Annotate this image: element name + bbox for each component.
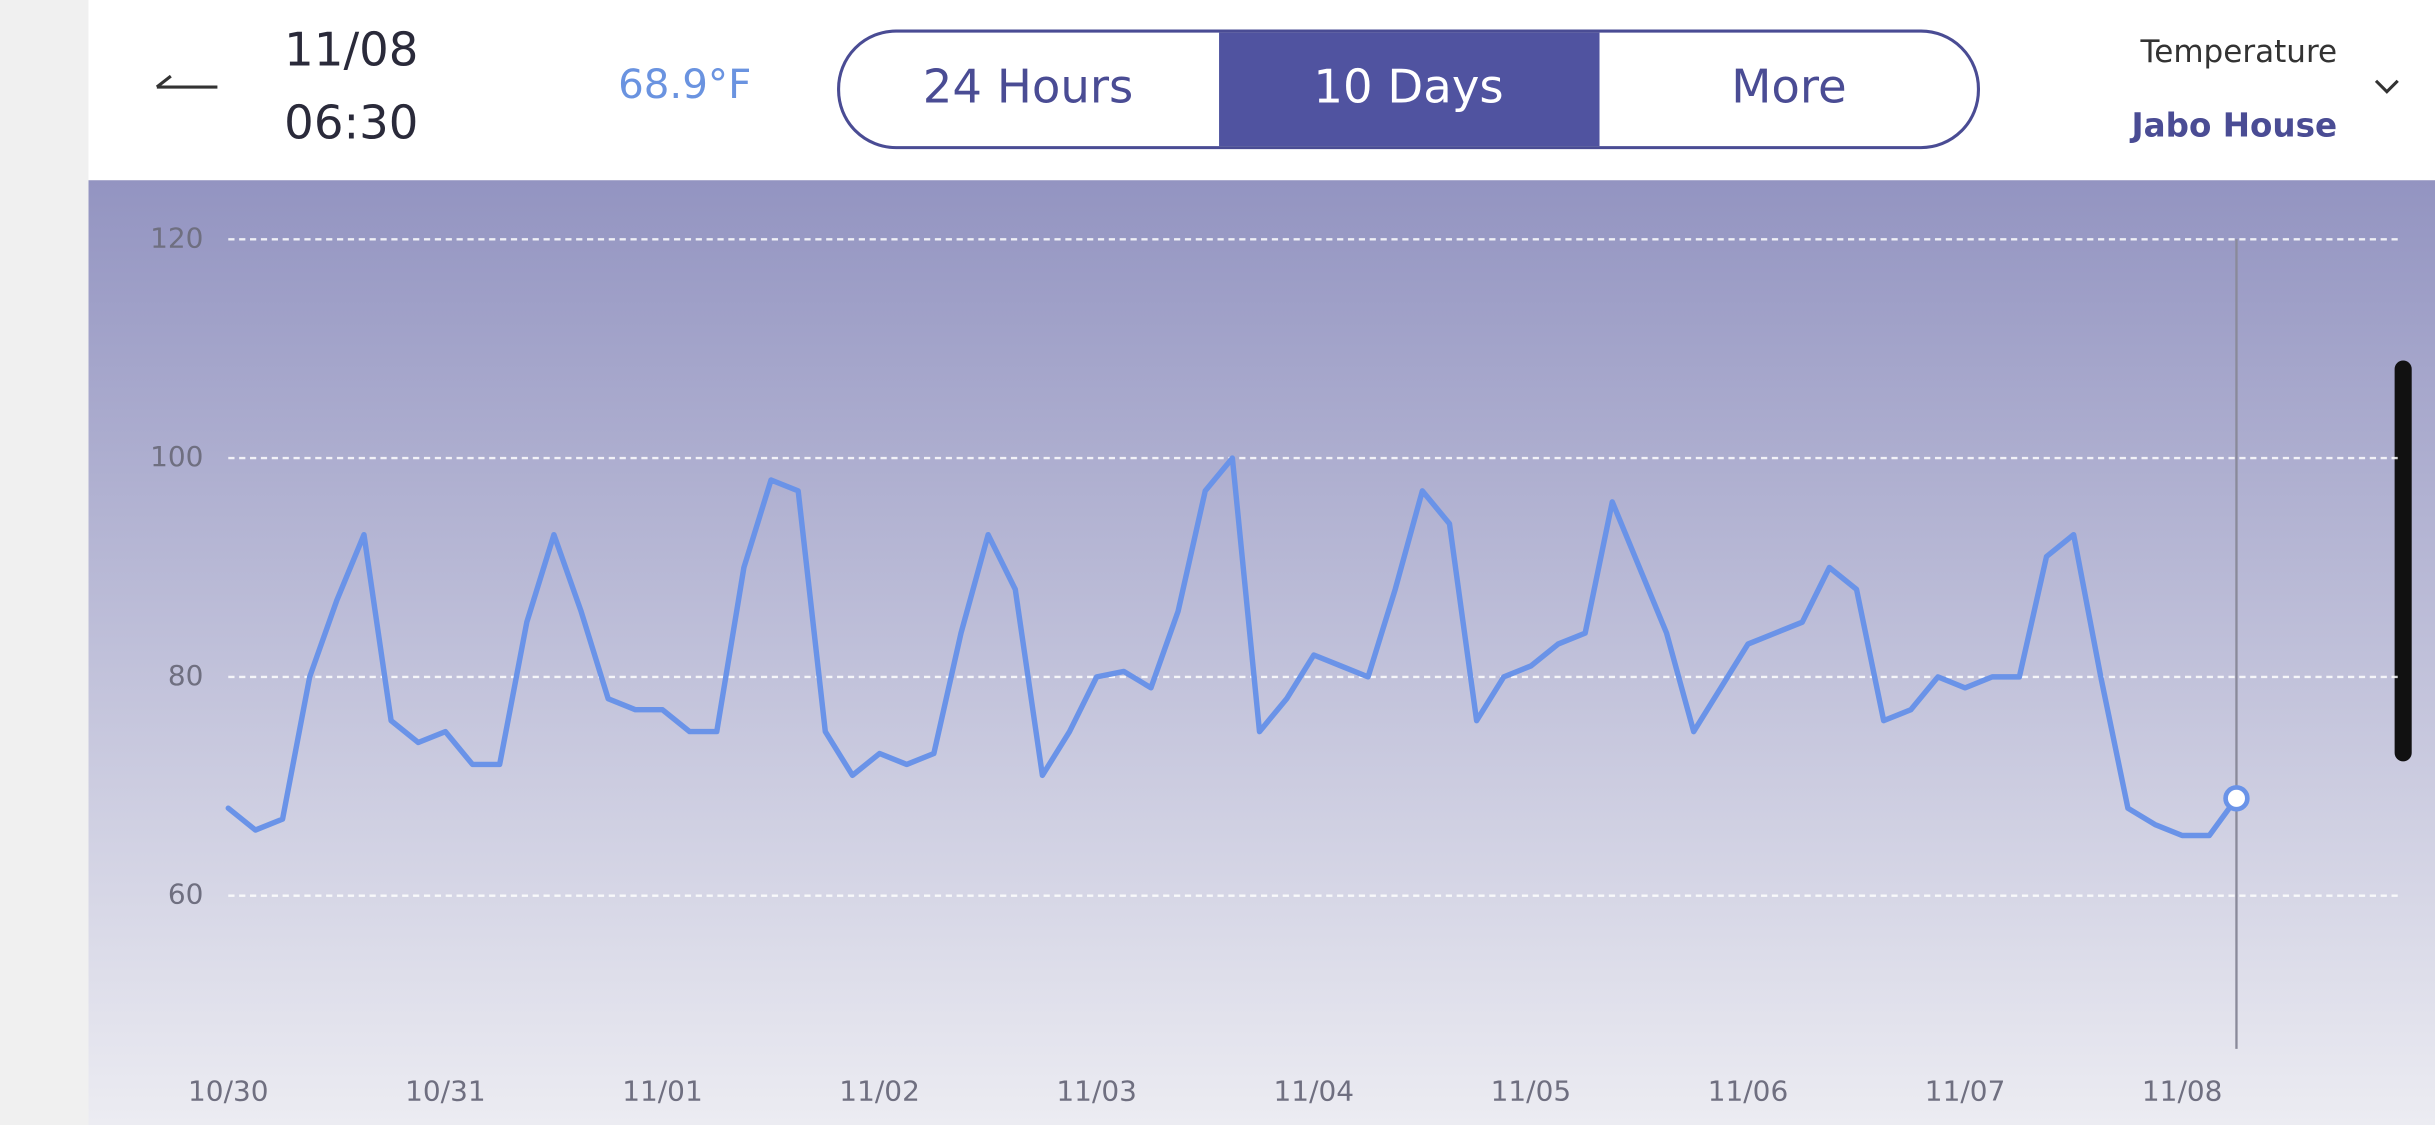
cursor-point [2223,785,2250,812]
back-button[interactable] [155,74,218,89]
location-label[interactable]: Jabo House [2130,106,2338,144]
current-reading: 68.9°F [618,61,751,108]
y-tick-label: 120 [150,221,203,254]
time: 06:30 [284,95,418,149]
tab-selected-bg [1219,32,1600,147]
range-tabs: 24 Hours 10 Days More [837,29,1980,150]
x-tick-label: 11/02 [839,1074,920,1107]
temperature-line [225,455,2240,839]
back-arrow-head [155,74,172,89]
x-tick-label: 11/05 [1491,1074,1572,1107]
side-strip [0,0,89,1125]
x-tick-label: 10/31 [405,1074,486,1107]
tab[interactable]: 24 Hours [923,60,1134,114]
x-tick-label: 11/03 [1056,1074,1137,1107]
chart-background [88,180,2435,1125]
x-tick-label: 11/07 [1925,1074,2006,1107]
scrollbar [2394,360,2412,762]
tab-selected[interactable]: 10 Days [1313,60,1503,114]
y-tick-label: 100 [150,440,203,473]
x-tick-label: 11/01 [622,1074,703,1107]
x-tick-label: 11/08 [2142,1074,2223,1107]
tab[interactable]: More [1731,60,1846,114]
dropdown-chevron[interactable] [2374,79,2399,94]
chart: 60 80 100 120 10/30 10/31 11/01 11/02 11/03 11/04… [150,221,2400,1107]
metric-label[interactable]: Temperature [2140,34,2338,70]
x-tick-label: 11/04 [1274,1074,1355,1107]
x-tick-label: 11/06 [1708,1074,1789,1107]
date: 11/08 [284,22,418,76]
y-tick-label: 60 [168,878,204,911]
x-tick-label: 10/30 [188,1074,269,1107]
y-tick-label: 80 [168,659,204,692]
